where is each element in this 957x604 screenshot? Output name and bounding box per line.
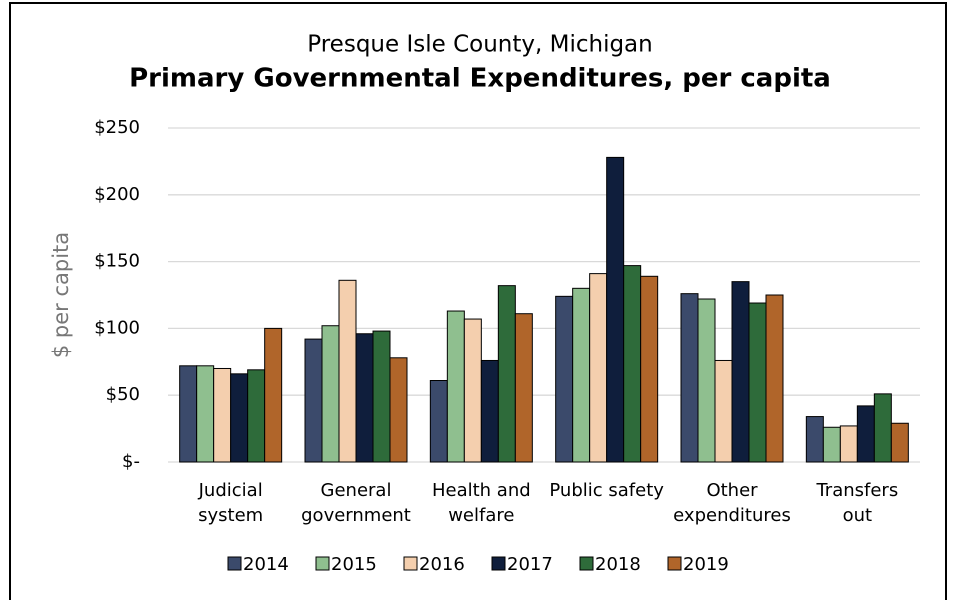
bar [446,310,465,463]
legend-swatch [315,556,330,571]
bar [555,295,574,463]
bar [355,333,374,463]
bar [856,405,875,463]
legend-label: 2018 [595,554,641,575]
y-tick-label: $150 [94,251,140,272]
bar [497,285,516,463]
legend-swatch [491,556,506,571]
bar [264,327,283,463]
legend-swatch [667,556,682,571]
bar [179,365,198,463]
bar [429,380,448,463]
x-tick-label: Other [706,480,758,501]
y-tick-label: $- [122,451,140,472]
bar [731,281,750,463]
chart-subtitle: Presque Isle County, Michigan [307,32,652,58]
legend-label: 2015 [331,554,377,575]
y-tick-label: $50 [106,384,140,405]
x-tick-label: Transfers [815,480,898,501]
x-tick-label: welfare [448,505,514,526]
bar [463,318,482,463]
x-tick-label: out [843,505,872,526]
bar [213,367,232,463]
legend-label: 2016 [419,554,465,575]
bar [247,369,266,463]
bar [640,275,659,463]
bar [572,287,591,463]
x-tick-label: system [198,505,263,526]
frame [9,2,947,604]
bar [196,365,215,463]
x-tick-label: General [321,480,392,501]
bar [839,425,858,463]
y-tick-label: $100 [94,317,140,338]
bar [589,273,608,463]
bar [304,338,323,463]
bar [680,293,699,463]
y-tick-label: $250 [94,117,140,138]
legend-swatch [403,556,418,571]
legend-label: 2017 [507,554,553,575]
legend-label: 2014 [243,554,289,575]
bar [321,325,340,463]
x-tick-label: Health and [432,480,531,501]
legend-swatch [227,556,242,571]
bar [480,359,499,463]
bar [389,357,408,463]
x-tick-label: Judicial [198,480,263,501]
bar [748,302,767,463]
bar [514,313,533,463]
bar [765,294,784,463]
bar [890,422,909,463]
y-tick-label: $200 [94,184,140,205]
x-tick-label: expenditures [673,505,791,526]
bar [372,330,391,463]
bar [338,279,357,463]
bar [697,298,716,463]
bar [822,426,841,463]
bar [805,416,824,463]
legend-swatch [579,556,594,571]
bar [623,265,642,463]
x-tick-label: Public safety [549,480,664,501]
bar [606,156,625,463]
bar [714,359,733,463]
y-axis-label: $ per capita [49,232,73,358]
bar [230,373,249,463]
x-tick-label: government [301,505,411,526]
legend-label: 2019 [683,554,729,575]
bar [873,393,892,463]
chart-title: Primary Governmental Expenditures, per c… [129,64,831,94]
